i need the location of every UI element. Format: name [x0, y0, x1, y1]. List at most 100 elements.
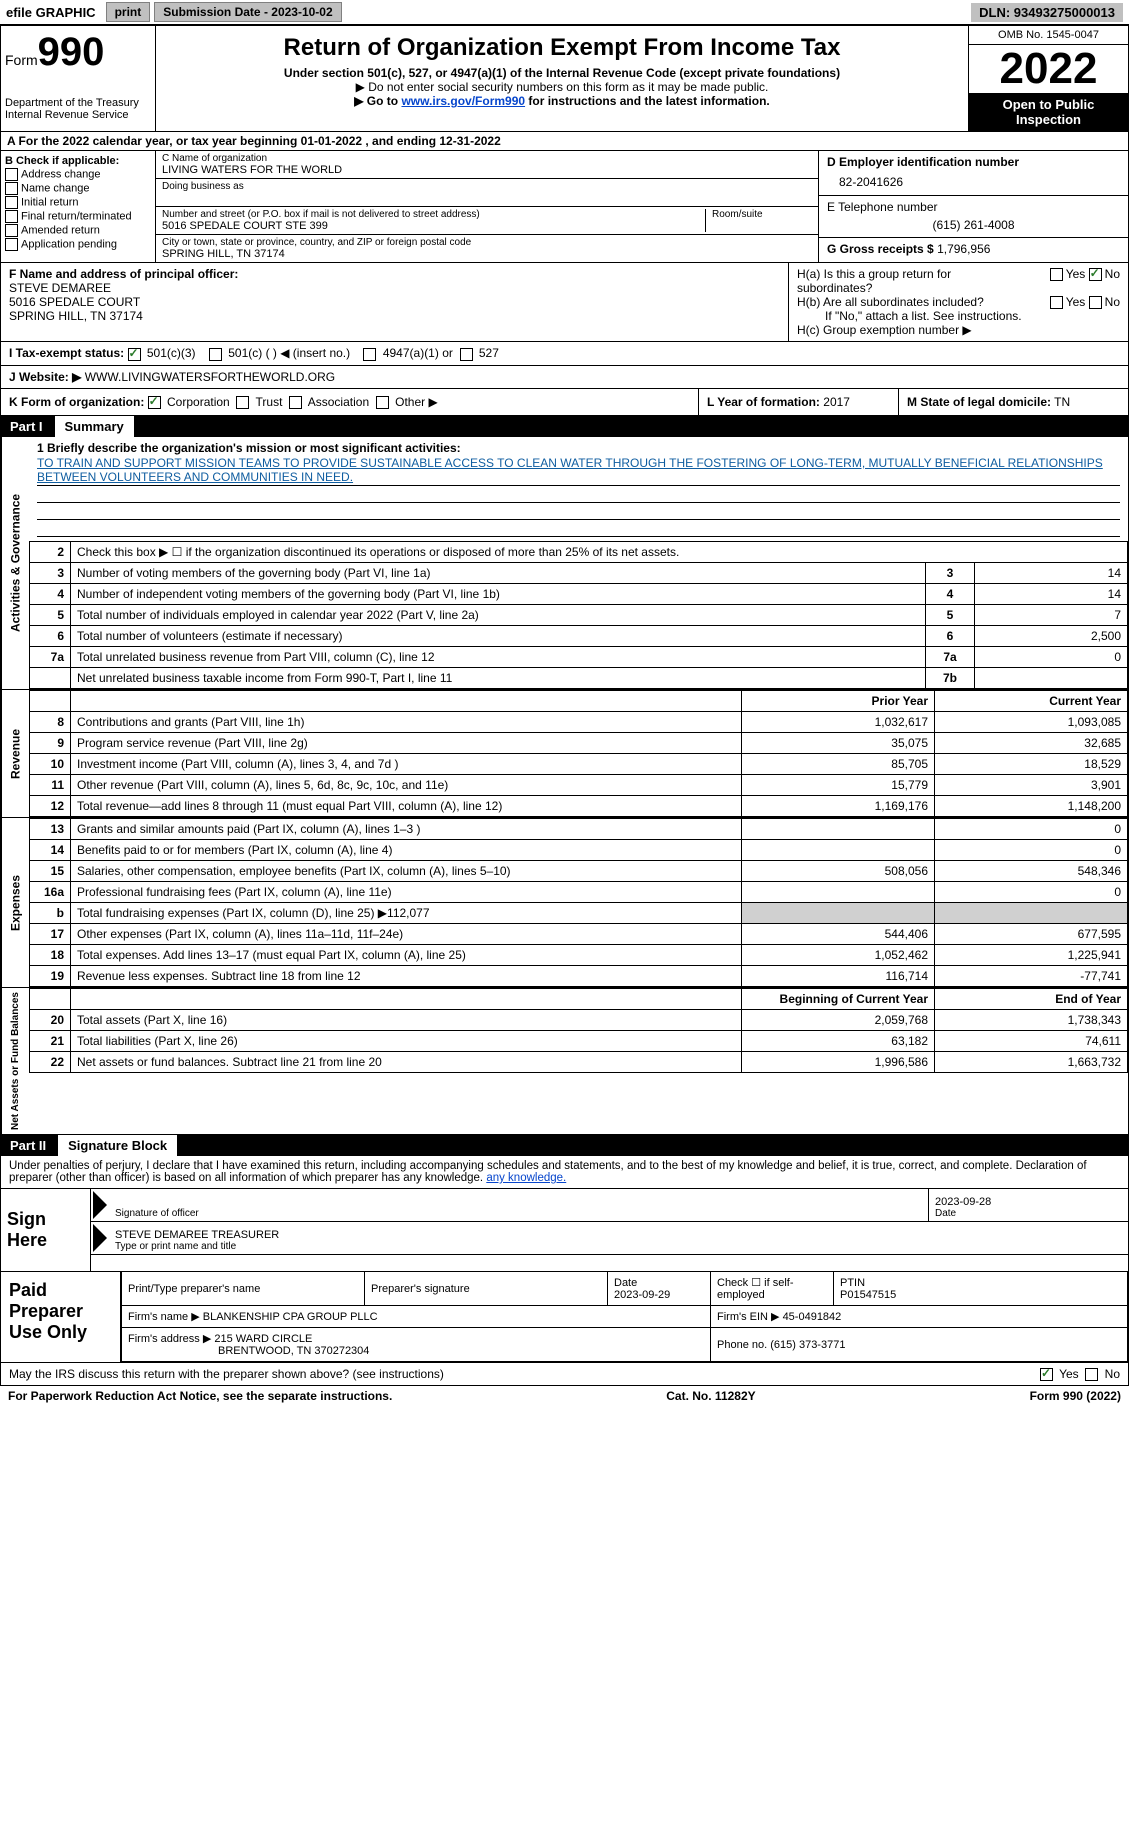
firm-phone: (615) 373-3771 [770, 1339, 845, 1351]
expenses-section: Expenses 13Grants and similar amounts pa… [0, 818, 1129, 988]
hdr-prior: Prior Year [742, 690, 935, 711]
typed-name-label: Type or print name and title [115, 1241, 1122, 1252]
chk-4947[interactable] [363, 348, 376, 361]
chk-527[interactable] [460, 348, 473, 361]
chk-501c3[interactable] [128, 348, 141, 361]
c-11: 3,901 [935, 774, 1128, 795]
any-knowledge-link[interactable]: any knowledge. [486, 1172, 566, 1184]
form-ref: Form 990 (2022) [1030, 1389, 1121, 1403]
row-a-tax-year: A For the 2022 calendar year, or tax yea… [0, 132, 1129, 151]
hdr-beginning: Beginning of Current Year [742, 988, 935, 1009]
ein-value: 82-2041626 [839, 175, 1120, 189]
form-header: Form990 Department of the Treasury Inter… [0, 25, 1129, 132]
sig-officer-label: Signature of officer [115, 1208, 922, 1219]
c-12: 1,148,200 [935, 795, 1128, 816]
inspection-label: Open to Public Inspection [969, 93, 1128, 131]
chk-final-return[interactable]: Final return/terminated [5, 210, 151, 223]
tel-value: (615) 261-4008 [827, 218, 1120, 232]
p-14 [742, 839, 935, 860]
c-10: 18,529 [935, 753, 1128, 774]
p-16a [742, 881, 935, 902]
c-16a: 0 [935, 881, 1128, 902]
prep-name-label: Print/Type preparer's name [128, 1283, 358, 1295]
chk-association[interactable] [289, 396, 302, 409]
officer-addr1: 5016 SPEDALE COURT [9, 295, 780, 309]
val-5: 7 [975, 604, 1128, 625]
p-17: 544,406 [742, 923, 935, 944]
website-url: WWW.LIVINGWATERSFORTHEWORLD.ORG [85, 370, 335, 384]
ha-yes[interactable] [1050, 268, 1063, 281]
tax-year: 2022 [969, 45, 1128, 93]
chk-amended-return[interactable]: Amended return [5, 224, 151, 237]
mission-label: 1 Briefly describe the organization's mi… [37, 441, 1120, 455]
submission-date: Submission Date - 2023-10-02 [154, 2, 341, 22]
c-18: 1,225,941 [935, 944, 1128, 965]
irs-link[interactable]: www.irs.gov/Form990 [401, 94, 525, 108]
chk-other[interactable] [376, 396, 389, 409]
form-number: Form990 [5, 30, 151, 75]
tel-label: E Telephone number [827, 200, 1120, 214]
c-22: 1,663,732 [935, 1051, 1128, 1072]
line-5: Total number of individuals employed in … [71, 604, 926, 625]
line-12: Total revenue—add lines 8 through 11 (mu… [71, 795, 742, 816]
chk-trust[interactable] [236, 396, 249, 409]
sig-date-value: 2023-09-28 [935, 1196, 1122, 1208]
chk-501c[interactable] [209, 348, 222, 361]
ha-no[interactable] [1089, 268, 1102, 281]
paid-preparer-label: Paid Preparer Use Only [1, 1272, 121, 1362]
ptin: P01547515 [840, 1289, 896, 1301]
line-10: Investment income (Part VIII, column (A)… [71, 753, 742, 774]
sig-arrow-icon-2 [93, 1224, 107, 1252]
gross-value: 1,796,956 [937, 242, 990, 256]
hb-no[interactable] [1089, 296, 1102, 309]
line-2: Check this box ▶ ☐ if the organization d… [71, 541, 1128, 562]
row-j: J Website: ▶ WWW.LIVINGWATERSFORTHEWORLD… [0, 366, 1129, 389]
top-bar: efile GRAPHIC print Submission Date - 20… [0, 0, 1129, 25]
p-18: 1,052,462 [742, 944, 935, 965]
hb-note: If "No," attach a list. See instructions… [797, 309, 1120, 323]
firm-addr2: BRENTWOOD, TN 370272304 [128, 1345, 704, 1357]
hb-label: H(b) Are all subordinates included? [797, 295, 984, 309]
c-8: 1,093,085 [935, 711, 1128, 732]
line-15: Salaries, other compensation, employee b… [71, 860, 742, 881]
print-button[interactable]: print [106, 2, 151, 22]
firm-ein: 45-0491842 [783, 1311, 842, 1323]
chk-address-change[interactable]: Address change [5, 168, 151, 181]
penalties-text: Under penalties of perjury, I declare th… [0, 1156, 1129, 1189]
omb-number: OMB No. 1545-0047 [969, 26, 1128, 45]
dln: DLN: 93493275000013 [971, 3, 1123, 22]
vlabel-governance: Activities & Governance [1, 437, 29, 689]
p-9: 35,075 [742, 732, 935, 753]
form-link-line: ▶ Go to www.irs.gov/Form990 for instruct… [164, 94, 960, 108]
city-state-zip: SPRING HILL, TN 37174 [162, 248, 812, 260]
room-label: Room/suite [712, 209, 812, 220]
hb-yes[interactable] [1050, 296, 1063, 309]
part-1-header: Part I Summary [0, 416, 1129, 437]
line-16a: Professional fundraising fees (Part IX, … [71, 881, 742, 902]
discuss-yes[interactable] [1040, 1368, 1053, 1381]
p-16b [742, 902, 935, 923]
p-13 [742, 818, 935, 839]
gross-label: G Gross receipts $ [827, 242, 934, 256]
c-17: 677,595 [935, 923, 1128, 944]
street-label: Number and street (or P.O. box if mail i… [162, 209, 705, 220]
p-8: 1,032,617 [742, 711, 935, 732]
section-f-h: F Name and address of principal officer:… [0, 263, 1129, 342]
chk-name-change[interactable]: Name change [5, 182, 151, 195]
discuss-no[interactable] [1085, 1368, 1098, 1381]
form-subtitle: Under section 501(c), 527, or 4947(a)(1)… [164, 66, 960, 80]
firm-name: BLANKENSHIP CPA GROUP PLLC [203, 1311, 378, 1323]
form-title: Return of Organization Exempt From Incom… [164, 34, 960, 62]
line-22: Net assets or fund balances. Subtract li… [71, 1051, 742, 1072]
chk-corporation[interactable] [148, 396, 161, 409]
c-16b [935, 902, 1128, 923]
val-6: 2,500 [975, 625, 1128, 646]
line-3: Number of voting members of the governin… [71, 562, 926, 583]
c-21: 74,611 [935, 1030, 1128, 1051]
c-20: 1,738,343 [935, 1009, 1128, 1030]
chk-initial-return[interactable]: Initial return [5, 196, 151, 209]
prep-self-employed: Check ☐ if self-employed [711, 1272, 834, 1306]
org-name: LIVING WATERS FOR THE WORLD [162, 164, 812, 176]
vlabel-net-assets: Net Assets or Fund Balances [1, 988, 29, 1134]
chk-application-pending[interactable]: Application pending [5, 238, 151, 251]
